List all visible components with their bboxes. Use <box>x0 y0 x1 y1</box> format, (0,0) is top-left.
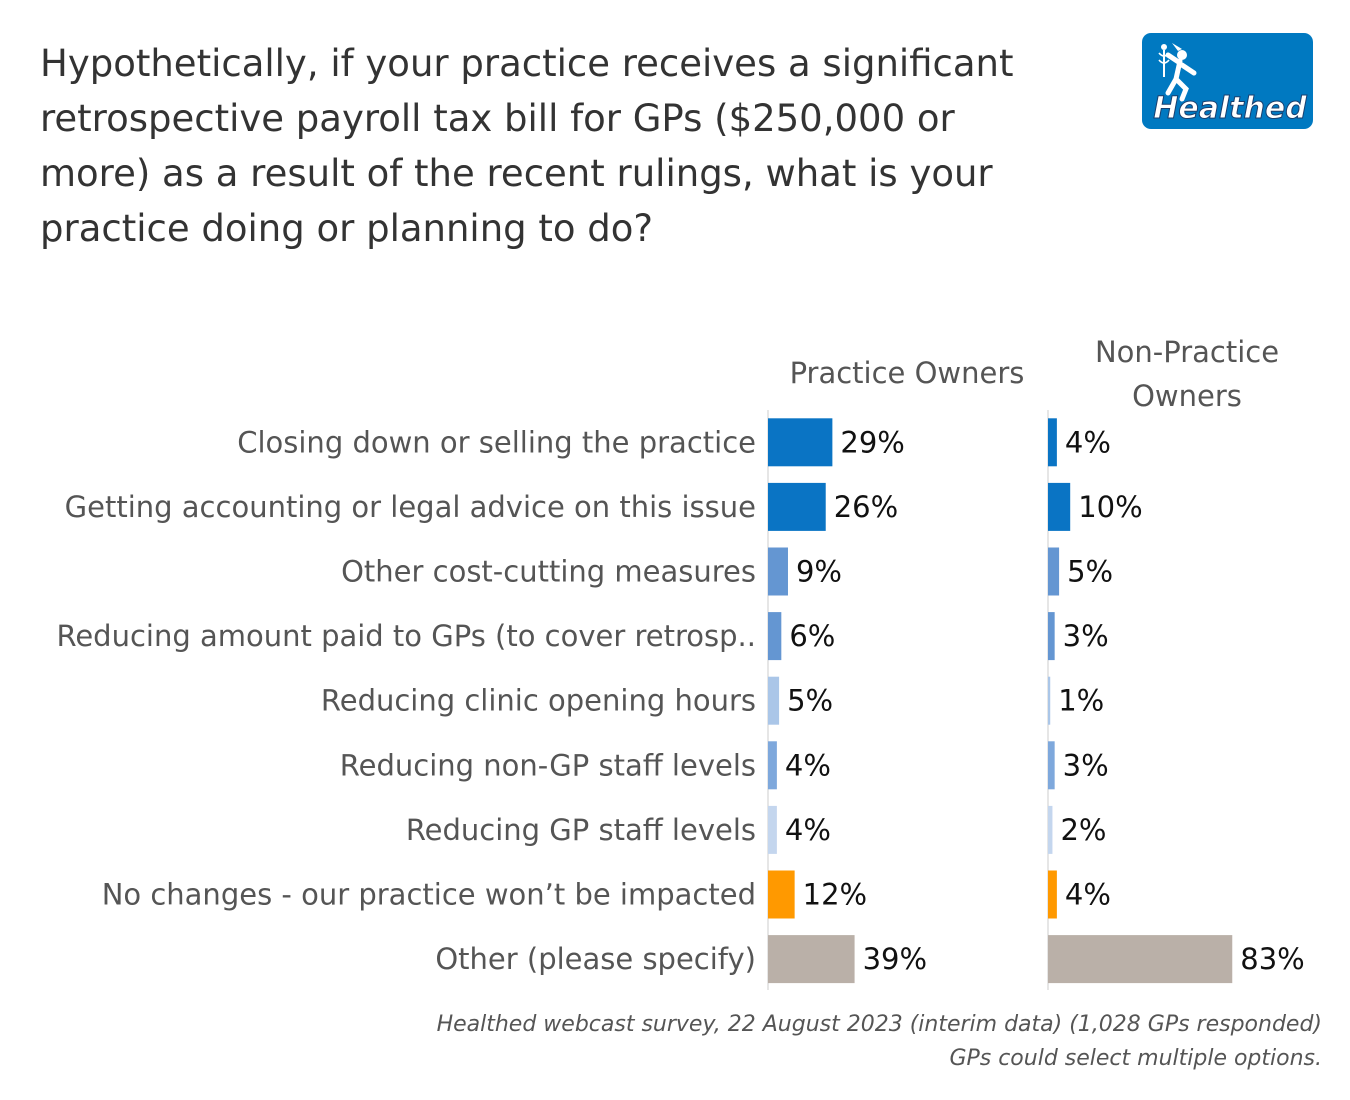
value-label: 9% <box>796 555 842 589</box>
bar <box>768 741 777 790</box>
healthed-logo: Healthed <box>1142 33 1313 129</box>
source-note: Healthed webcast survey, 22 August 2023 … <box>437 1008 1322 1076</box>
bar <box>768 482 826 531</box>
bar <box>768 935 855 984</box>
value-label: 6% <box>789 619 835 653</box>
bar <box>1048 612 1055 661</box>
value-label: 4% <box>785 748 831 782</box>
bar <box>1048 676 1051 725</box>
source-line-2: GPs could select multiple options. <box>949 1046 1322 1071</box>
bar <box>768 870 795 919</box>
bars <box>768 418 1233 984</box>
value-label: 5% <box>787 684 833 718</box>
category-label: No changes - our practice won’t be impac… <box>102 878 756 912</box>
bar <box>768 612 782 661</box>
bar <box>1048 870 1057 919</box>
bar <box>768 676 780 725</box>
bar <box>1048 482 1071 531</box>
value-label: 1% <box>1058 684 1104 718</box>
value-labels: 29% 26% 9% 6% 5% 4% 4% 12% 39% 4% 10% 5% 3% 1% 3% 2% 4% 8… <box>785 425 1305 976</box>
category-label: Reducing GP staff levels <box>406 813 756 847</box>
category-label: Reducing clinic opening hours <box>321 684 756 718</box>
category-label: Other cost-cutting measures <box>341 555 756 589</box>
value-label: 10% <box>1078 490 1142 524</box>
value-label: 83% <box>1240 942 1304 976</box>
category-label: Getting accounting or legal advice on th… <box>65 490 756 524</box>
value-label: 5% <box>1067 555 1113 589</box>
panel-headers: Practice Owners Non-Practice Owners <box>790 335 1279 413</box>
bar <box>1048 418 1057 467</box>
bar <box>1048 547 1060 596</box>
value-label: 12% <box>803 878 867 912</box>
value-label: 4% <box>1065 425 1111 459</box>
value-label: 39% <box>863 942 927 976</box>
category-labels: Closing down or selling the practice Gett… <box>56 425 756 976</box>
value-label: 4% <box>785 813 831 847</box>
panel-header: Non-Practice <box>1095 335 1279 369</box>
hermes-runner-icon <box>1158 43 1197 102</box>
bar <box>768 547 788 596</box>
bar <box>768 418 833 467</box>
value-label: 4% <box>1065 878 1111 912</box>
chart-title: Hypothetically, if your practice receive… <box>40 42 1014 250</box>
category-label: Reducing amount paid to GPs (to cover re… <box>56 619 756 653</box>
bar <box>1048 805 1053 854</box>
category-label: Reducing non-GP staff levels <box>340 748 756 782</box>
bar <box>1048 741 1055 790</box>
value-label: 3% <box>1063 748 1109 782</box>
bar-chart: Practice Owners Non-Practice Owners Closin… <box>56 335 1305 990</box>
bar <box>1048 935 1233 984</box>
panel-header: Practice Owners <box>790 356 1025 390</box>
value-label: 2% <box>1060 813 1106 847</box>
value-label: 3% <box>1063 619 1109 653</box>
value-label: 29% <box>840 425 904 459</box>
bar <box>768 805 777 854</box>
category-label: Closing down or selling the practice <box>237 425 756 459</box>
value-label: 26% <box>834 490 898 524</box>
category-label: Other (please specify) <box>435 942 756 976</box>
source-line-1: Healthed webcast survey, 22 August 2023 … <box>436 1012 1322 1037</box>
panel-header: Owners <box>1132 379 1242 413</box>
logo-text: Healthed <box>1153 91 1307 126</box>
